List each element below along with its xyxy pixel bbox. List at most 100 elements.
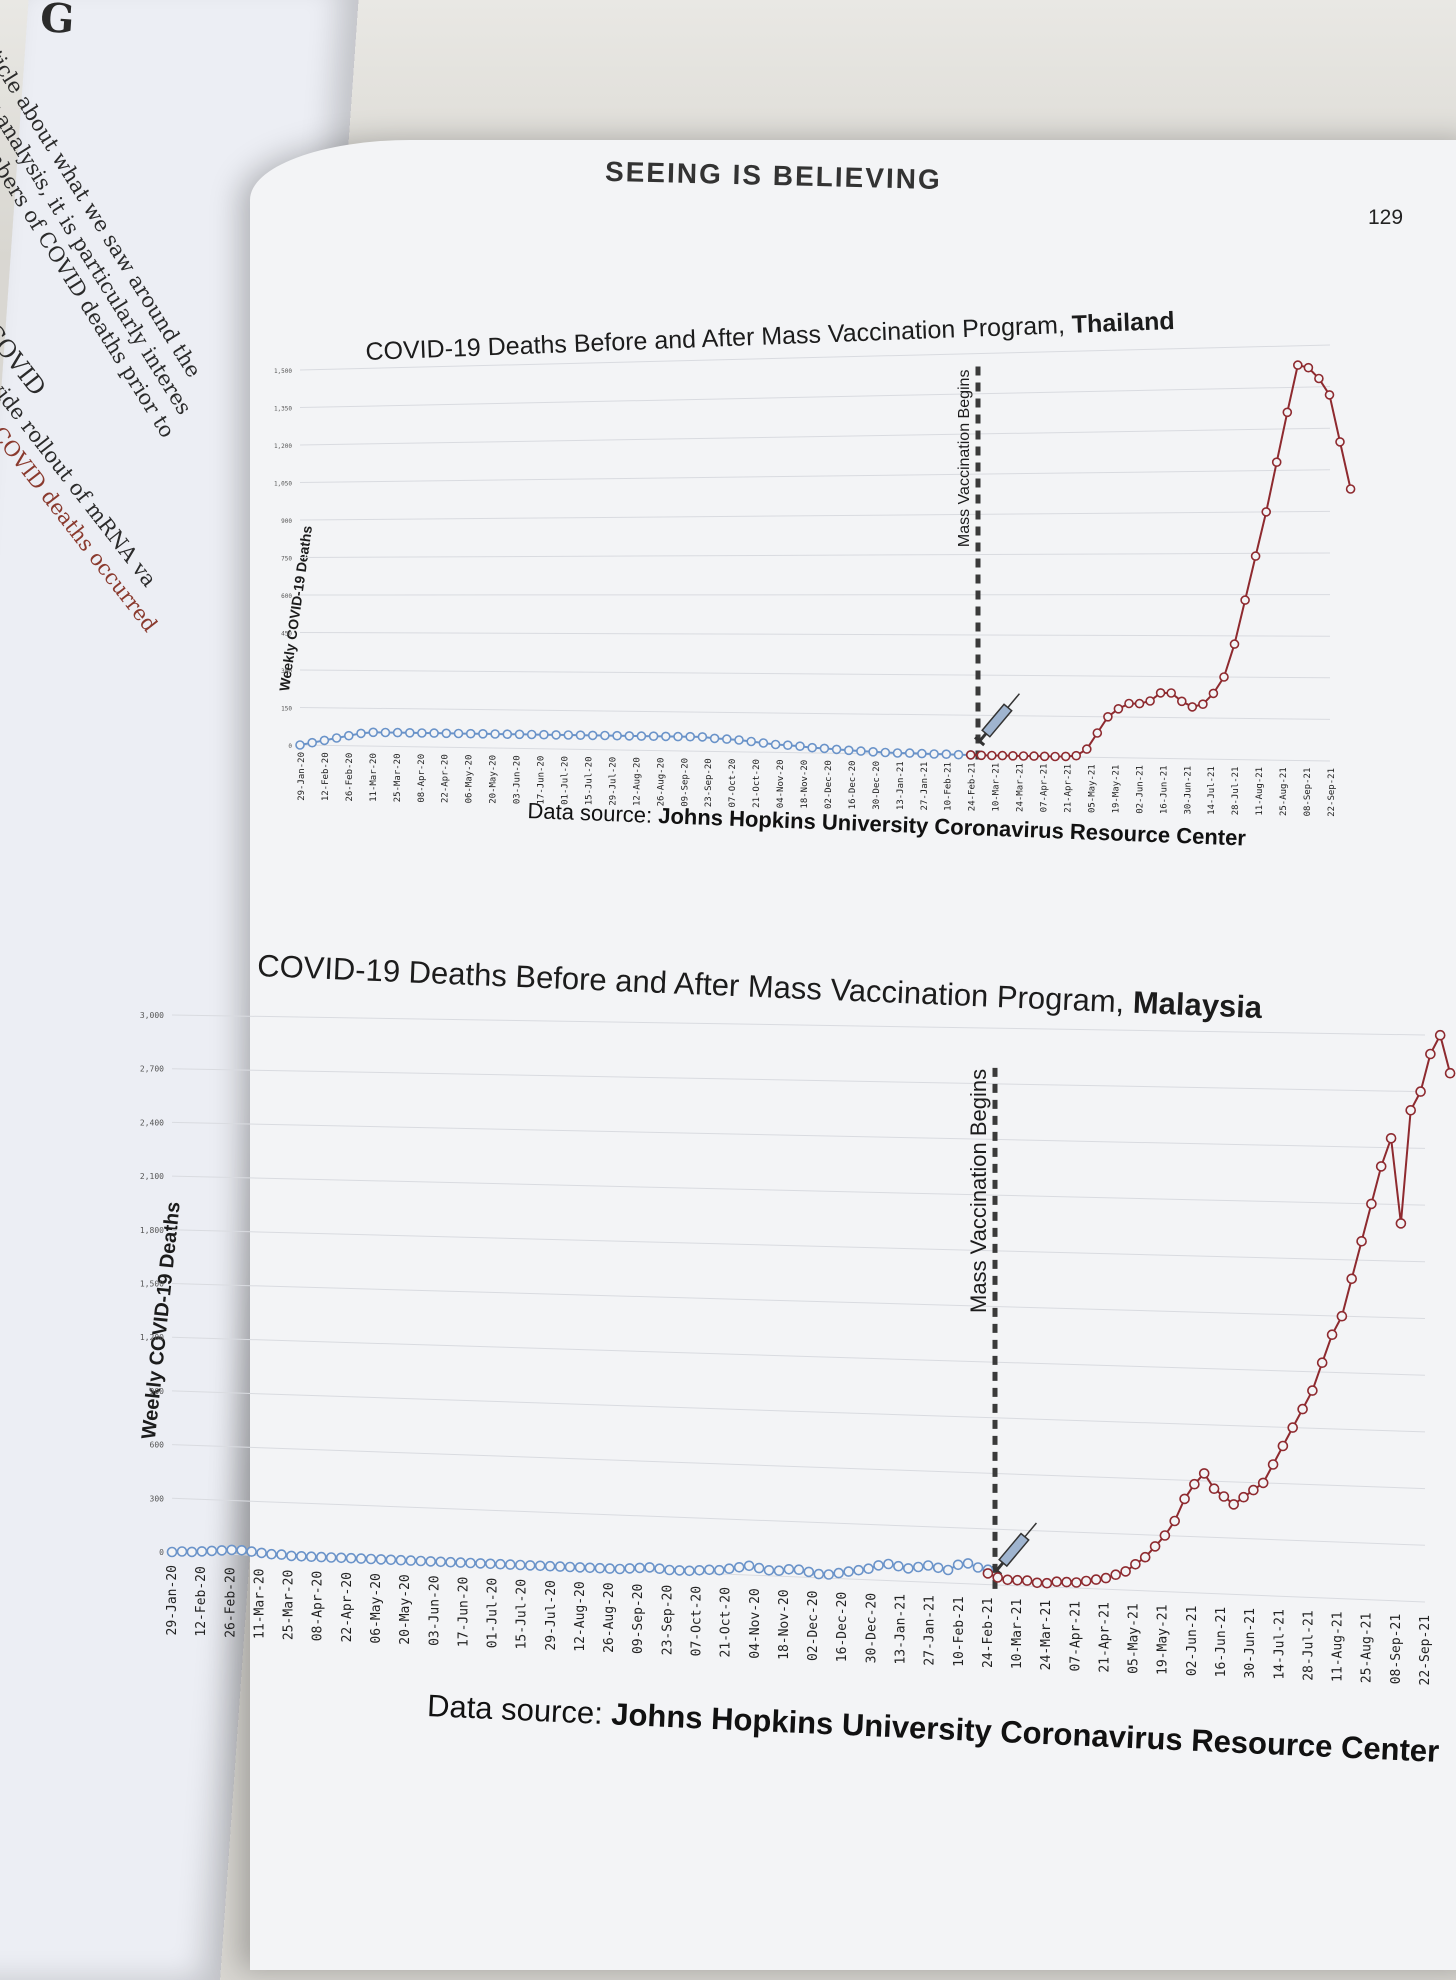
x-tick-label: 25-Mar-20 bbox=[282, 1570, 297, 1640]
data-point-before bbox=[491, 730, 499, 738]
data-point-before bbox=[456, 1558, 465, 1567]
data-point-after bbox=[988, 752, 996, 760]
data-point-before bbox=[884, 1560, 893, 1569]
data-point-before bbox=[526, 1561, 535, 1570]
data-point-before bbox=[347, 1554, 356, 1563]
data-point-after bbox=[1241, 596, 1249, 604]
gridline bbox=[172, 1391, 1425, 1432]
x-tick-label: 27-Jan-21 bbox=[923, 1595, 938, 1665]
x-tick-label: 20-May-20 bbox=[489, 755, 499, 804]
data-point-after bbox=[1013, 1576, 1022, 1585]
data-point-before bbox=[635, 1563, 644, 1572]
data-point-before bbox=[357, 729, 365, 737]
data-point-before bbox=[857, 747, 865, 755]
data-point-before bbox=[506, 1560, 515, 1569]
vaccination-marker-label: Mass Vaccination Begins bbox=[956, 370, 973, 548]
data-point-after bbox=[1030, 752, 1038, 760]
data-point-after bbox=[1041, 752, 1049, 760]
x-tick-label: 12-Aug-20 bbox=[573, 1581, 588, 1651]
x-tick-label: 10-Mar-21 bbox=[992, 763, 1002, 812]
x-tick-label: 25-Mar-20 bbox=[393, 753, 403, 802]
x-tick-label: 29-Jan-20 bbox=[297, 752, 307, 801]
x-tick-label: 04-Nov-20 bbox=[748, 1588, 763, 1658]
x-tick-label: 11-Aug-21 bbox=[1331, 1612, 1346, 1682]
data-point-before bbox=[918, 750, 926, 758]
x-tick-label: 18-Nov-20 bbox=[800, 760, 810, 809]
data-point-before bbox=[796, 742, 804, 750]
x-tick-label: 03-Jun-20 bbox=[513, 755, 523, 804]
x-tick-label: 22-Apr-20 bbox=[441, 754, 451, 803]
syringe-barrel bbox=[999, 1534, 1029, 1566]
data-point-before bbox=[564, 731, 572, 739]
data-point-before bbox=[296, 741, 304, 749]
data-point-before bbox=[496, 1560, 505, 1569]
x-tick-label: 23-Sep-20 bbox=[704, 758, 714, 807]
gridline bbox=[300, 670, 1330, 678]
data-point-before bbox=[528, 731, 536, 739]
data-point-before bbox=[317, 1553, 326, 1562]
data-point-after bbox=[1220, 673, 1228, 681]
gridline bbox=[300, 345, 1330, 370]
data-point-before bbox=[942, 750, 950, 758]
data-point-before bbox=[674, 733, 682, 741]
data-point-after bbox=[1003, 1575, 1012, 1584]
x-tick-label: 24-Feb-21 bbox=[981, 1598, 996, 1668]
x-tick-label: 14-Jul-21 bbox=[1207, 766, 1217, 815]
data-point-after bbox=[1190, 1480, 1199, 1489]
gridline bbox=[300, 511, 1330, 520]
data-point-after bbox=[1337, 1312, 1346, 1321]
gridline bbox=[300, 387, 1330, 408]
x-tick-label: 07-Oct-20 bbox=[690, 1586, 705, 1656]
x-tick-label: 21-Apr-21 bbox=[1097, 1602, 1112, 1672]
data-point-before bbox=[178, 1547, 187, 1556]
data-point-before bbox=[337, 1553, 346, 1562]
data-point-before bbox=[446, 1558, 455, 1567]
data-point-after bbox=[1151, 1542, 1160, 1551]
x-tick-label: 10-Feb-21 bbox=[944, 762, 954, 811]
y-tick-label: 0 bbox=[159, 1548, 164, 1557]
data-point-after bbox=[977, 751, 985, 759]
x-tick-label: 29-Jul-20 bbox=[608, 757, 618, 806]
y-tick-label: 150 bbox=[281, 706, 292, 713]
data-point-after bbox=[1199, 700, 1207, 708]
data-point-before bbox=[745, 1561, 754, 1570]
data-point-before bbox=[345, 732, 353, 740]
x-tick-label: 24-Mar-21 bbox=[1039, 1600, 1054, 1670]
x-tick-label: 02-Jun-21 bbox=[1135, 765, 1145, 814]
x-tick-label: 12-Aug-20 bbox=[632, 757, 642, 806]
data-point-after bbox=[1200, 1469, 1209, 1478]
data-point-after bbox=[1231, 640, 1239, 648]
data-point-before bbox=[479, 730, 487, 738]
x-tick-label: 08-Apr-20 bbox=[311, 1571, 326, 1641]
syringe-barrel bbox=[982, 704, 1012, 736]
x-tick-label: 11-Aug-21 bbox=[1255, 767, 1265, 816]
x-tick-label: 30-Dec-20 bbox=[864, 1593, 879, 1663]
data-point-before bbox=[394, 729, 402, 737]
x-tick-label: 16-Dec-20 bbox=[835, 1592, 850, 1662]
data-point-before bbox=[906, 749, 914, 757]
data-point-after bbox=[1406, 1106, 1415, 1115]
data-point-before bbox=[834, 1569, 843, 1578]
data-point-after bbox=[1269, 1460, 1278, 1469]
data-point-before bbox=[814, 1570, 823, 1579]
y-tick-label: 600 bbox=[281, 593, 292, 600]
chart-1: 01503004506007509001,0501,2001,3501,5002… bbox=[274, 345, 1355, 817]
data-point-after bbox=[1252, 552, 1260, 560]
data-point-before bbox=[804, 1567, 813, 1576]
data-point-before bbox=[369, 728, 377, 736]
data-point-before bbox=[874, 1561, 883, 1570]
syringe-icon bbox=[975, 690, 1024, 745]
x-tick-label: 24-Feb-21 bbox=[968, 762, 978, 811]
data-point-before bbox=[625, 732, 633, 740]
data-point-before bbox=[187, 1547, 196, 1556]
data-point-before bbox=[711, 734, 719, 742]
data-point-before bbox=[705, 1565, 714, 1574]
data-point-before bbox=[357, 1554, 366, 1563]
y-tick-label: 1,050 bbox=[274, 481, 292, 488]
gridline bbox=[172, 1445, 1425, 1489]
data-point-after bbox=[1209, 689, 1217, 697]
data-point-before bbox=[662, 732, 670, 740]
data-point-after bbox=[1042, 1579, 1051, 1588]
data-point-after bbox=[1121, 1567, 1130, 1576]
data-point-before bbox=[686, 733, 694, 741]
